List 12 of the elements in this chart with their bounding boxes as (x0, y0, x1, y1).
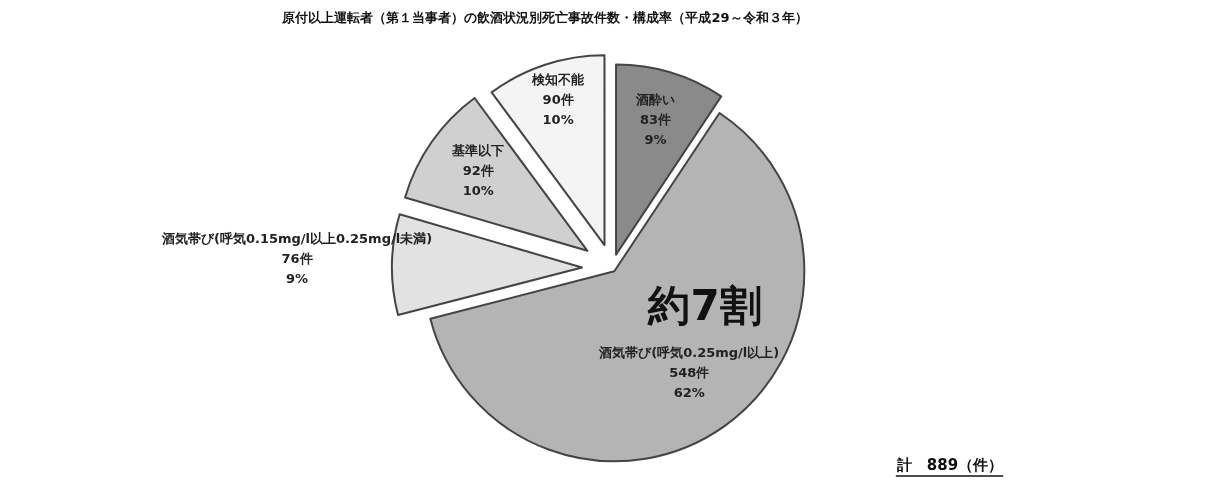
slice-label: 酒酔い (635, 91, 676, 107)
slice-label: 酒気帯び(呼気0.25mg/l以上) (598, 344, 780, 360)
slice-label: 検知不能 (531, 72, 586, 88)
chart-title: 原付以上運転者（第１当事者）の飲酒状況別死亡事故件数・構成率（平成29～令和３年） (281, 10, 808, 25)
data-label: 83件 9% (640, 111, 672, 147)
slice-label: 基準以下 (451, 142, 505, 158)
text: 約7割 (647, 281, 762, 330)
data-label: 92件 10% (462, 162, 494, 198)
data-label: 76件 9% (281, 250, 313, 286)
text: 計 889（件） (895, 456, 1004, 474)
data-label: 90件 10% (542, 92, 574, 128)
data-label: 548件 62% (669, 364, 710, 400)
